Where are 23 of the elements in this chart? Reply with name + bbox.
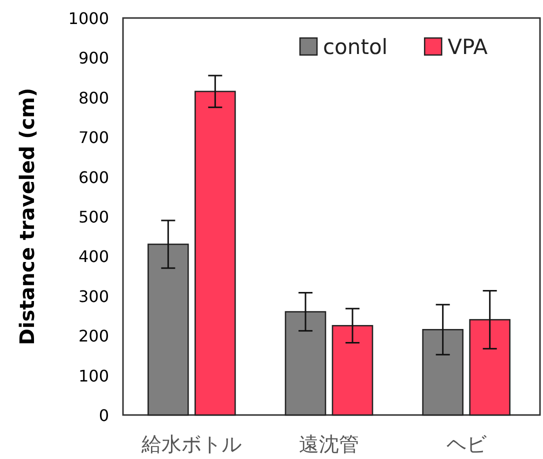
bar	[194, 90, 236, 416]
y-tick-label: 0	[98, 406, 109, 425]
bar	[469, 319, 510, 416]
bar	[332, 325, 374, 416]
x-tick-label: 遠沈管	[299, 432, 359, 456]
y-tick-label: 1000	[68, 9, 109, 28]
legend-label: VPA	[448, 35, 488, 59]
legend-label: contol	[323, 35, 388, 59]
y-tick-label: 300	[78, 286, 109, 306]
y-tick-label: 500	[78, 208, 109, 226]
bar	[422, 328, 464, 416]
y-axis-title: Distance traveled (cm)	[15, 88, 39, 346]
y-tick-label: 700	[78, 128, 109, 148]
x-tick-label: ヘビ	[446, 432, 488, 456]
y-tick-label: 600	[78, 168, 109, 187]
y-tick-label: 100	[78, 366, 109, 386]
x-tick-label: 給水ボトル	[140, 432, 242, 456]
y-tick-label: 400	[78, 247, 109, 266]
y-tick-label: 200	[78, 326, 109, 346]
bar	[148, 244, 189, 416]
bar	[284, 311, 326, 416]
y-tick-label: 900	[78, 48, 109, 68]
y-tick-label: 800	[78, 88, 109, 108]
